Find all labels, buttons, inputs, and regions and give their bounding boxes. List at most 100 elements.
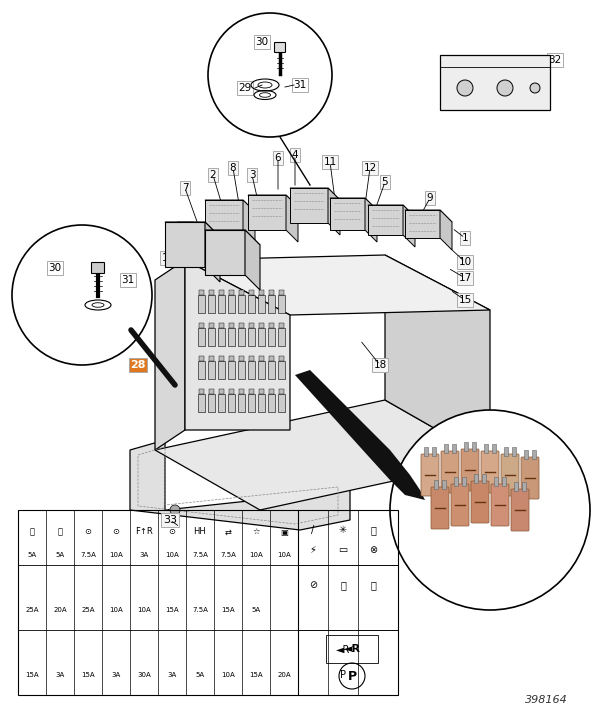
FancyBboxPatch shape bbox=[208, 361, 215, 379]
FancyBboxPatch shape bbox=[268, 328, 275, 346]
Circle shape bbox=[530, 83, 540, 93]
Text: 27: 27 bbox=[545, 500, 559, 510]
Circle shape bbox=[170, 505, 180, 515]
Polygon shape bbox=[405, 210, 452, 222]
Text: 28: 28 bbox=[130, 360, 146, 370]
Text: 6: 6 bbox=[275, 153, 281, 163]
FancyBboxPatch shape bbox=[238, 328, 245, 346]
Polygon shape bbox=[290, 188, 328, 223]
FancyBboxPatch shape bbox=[199, 290, 204, 295]
Text: ▭: ▭ bbox=[338, 545, 348, 555]
Polygon shape bbox=[165, 222, 205, 267]
FancyBboxPatch shape bbox=[482, 474, 486, 483]
Text: 15A: 15A bbox=[81, 672, 95, 678]
Polygon shape bbox=[245, 230, 260, 290]
Text: /: / bbox=[312, 525, 315, 535]
FancyBboxPatch shape bbox=[228, 295, 235, 313]
Text: ⇄: ⇄ bbox=[225, 528, 231, 536]
FancyBboxPatch shape bbox=[208, 328, 215, 346]
FancyBboxPatch shape bbox=[452, 444, 456, 453]
Bar bbox=[326, 635, 378, 663]
Polygon shape bbox=[155, 400, 490, 510]
Polygon shape bbox=[295, 370, 425, 500]
FancyBboxPatch shape bbox=[229, 323, 234, 328]
FancyBboxPatch shape bbox=[219, 356, 224, 361]
FancyBboxPatch shape bbox=[494, 477, 498, 486]
FancyBboxPatch shape bbox=[269, 389, 274, 394]
Text: ⊙: ⊙ bbox=[169, 528, 176, 536]
Text: 🚗: 🚗 bbox=[370, 525, 376, 535]
FancyBboxPatch shape bbox=[461, 449, 479, 491]
FancyBboxPatch shape bbox=[208, 394, 215, 412]
FancyBboxPatch shape bbox=[279, 356, 284, 361]
FancyBboxPatch shape bbox=[219, 323, 224, 328]
Text: 3A: 3A bbox=[56, 672, 65, 678]
Polygon shape bbox=[368, 205, 415, 217]
FancyBboxPatch shape bbox=[472, 442, 476, 451]
FancyBboxPatch shape bbox=[471, 481, 489, 523]
Text: 26: 26 bbox=[538, 535, 552, 545]
Text: 398164: 398164 bbox=[525, 695, 568, 705]
FancyBboxPatch shape bbox=[491, 484, 509, 526]
Text: 5A: 5A bbox=[251, 607, 260, 613]
Text: 11: 11 bbox=[323, 157, 336, 167]
FancyBboxPatch shape bbox=[481, 451, 499, 493]
Text: 31: 31 bbox=[294, 80, 307, 90]
Polygon shape bbox=[205, 222, 220, 282]
Polygon shape bbox=[185, 255, 490, 315]
Text: 10A: 10A bbox=[137, 607, 151, 613]
Text: 10A: 10A bbox=[109, 552, 123, 558]
FancyBboxPatch shape bbox=[258, 394, 265, 412]
Text: ⊘: ⊘ bbox=[309, 580, 317, 590]
FancyBboxPatch shape bbox=[239, 290, 244, 295]
Polygon shape bbox=[368, 205, 403, 235]
Polygon shape bbox=[405, 210, 440, 238]
FancyBboxPatch shape bbox=[462, 477, 466, 486]
Text: 10A: 10A bbox=[165, 552, 179, 558]
Polygon shape bbox=[205, 200, 255, 212]
Polygon shape bbox=[290, 188, 340, 200]
FancyBboxPatch shape bbox=[278, 361, 285, 379]
Text: 30A: 30A bbox=[137, 672, 151, 678]
Text: 15A: 15A bbox=[221, 607, 235, 613]
FancyBboxPatch shape bbox=[279, 323, 284, 328]
Polygon shape bbox=[330, 198, 377, 210]
FancyBboxPatch shape bbox=[228, 328, 235, 346]
FancyBboxPatch shape bbox=[238, 394, 245, 412]
Polygon shape bbox=[155, 260, 185, 450]
FancyBboxPatch shape bbox=[474, 474, 478, 483]
FancyBboxPatch shape bbox=[258, 295, 265, 313]
FancyBboxPatch shape bbox=[219, 389, 224, 394]
FancyBboxPatch shape bbox=[502, 477, 506, 486]
Text: 31: 31 bbox=[121, 275, 135, 285]
Text: 15A: 15A bbox=[25, 672, 39, 678]
FancyBboxPatch shape bbox=[442, 480, 446, 489]
FancyBboxPatch shape bbox=[259, 389, 264, 394]
FancyBboxPatch shape bbox=[431, 487, 449, 529]
FancyBboxPatch shape bbox=[198, 394, 205, 412]
FancyBboxPatch shape bbox=[228, 394, 235, 412]
FancyBboxPatch shape bbox=[229, 290, 234, 295]
Polygon shape bbox=[248, 195, 286, 230]
FancyBboxPatch shape bbox=[239, 356, 244, 361]
FancyBboxPatch shape bbox=[91, 262, 104, 274]
FancyBboxPatch shape bbox=[278, 295, 285, 313]
FancyBboxPatch shape bbox=[218, 394, 225, 412]
FancyBboxPatch shape bbox=[268, 394, 275, 412]
FancyBboxPatch shape bbox=[258, 328, 265, 346]
Text: 7: 7 bbox=[182, 183, 188, 193]
FancyBboxPatch shape bbox=[229, 389, 234, 394]
Text: 10A: 10A bbox=[221, 672, 235, 678]
Polygon shape bbox=[205, 230, 260, 245]
Polygon shape bbox=[248, 195, 298, 207]
Text: ▣: ▣ bbox=[280, 528, 288, 536]
Polygon shape bbox=[365, 198, 377, 242]
FancyBboxPatch shape bbox=[492, 444, 496, 453]
FancyBboxPatch shape bbox=[198, 328, 205, 346]
Text: 5: 5 bbox=[382, 177, 388, 187]
Polygon shape bbox=[165, 222, 220, 237]
FancyBboxPatch shape bbox=[512, 447, 516, 456]
Polygon shape bbox=[205, 200, 243, 235]
Text: 21: 21 bbox=[418, 483, 432, 493]
FancyBboxPatch shape bbox=[249, 356, 254, 361]
